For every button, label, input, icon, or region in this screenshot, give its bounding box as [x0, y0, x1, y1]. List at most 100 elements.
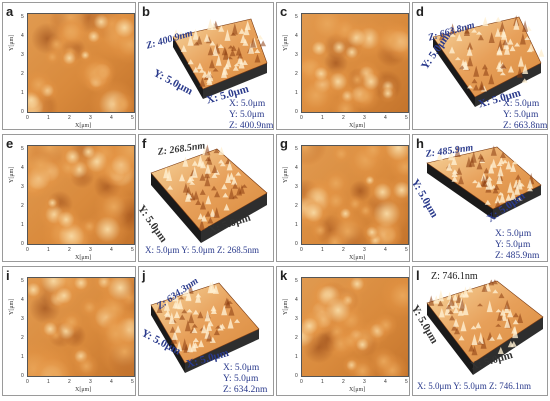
surface-peak [512, 312, 519, 318]
surface-peak [507, 340, 514, 348]
info-z: Z: 634.2nm [223, 385, 268, 395]
surface-peak [228, 172, 235, 180]
x-tick-label: 0 [26, 115, 29, 121]
afm-3d-surface [432, 15, 545, 107]
y-tick-label: 3 [21, 316, 24, 322]
surface-peak [437, 290, 444, 302]
surface-peak [190, 340, 197, 352]
surface-peak [505, 160, 512, 170]
info-x: X: 5.0μm [223, 363, 260, 373]
panel-label: f [142, 136, 147, 151]
surface-peak [203, 33, 210, 42]
surface-peak [206, 332, 213, 342]
surface-peak [496, 173, 503, 184]
surface-peak [475, 181, 482, 188]
surface-peak [445, 303, 452, 310]
surface-peak [481, 64, 488, 70]
surface-peak [218, 146, 225, 155]
surface-peak [234, 318, 241, 323]
surface-peak [230, 45, 237, 51]
surface-peak [490, 158, 497, 168]
scan-info: X: 5.0μm Y: 5.0μm Z: 746.1nm [417, 381, 531, 391]
surface-side-wall [427, 163, 493, 219]
surface-side-wall [493, 185, 541, 219]
surface-peak [213, 207, 220, 218]
surface-peak [488, 73, 495, 85]
surface-peak [495, 323, 502, 327]
surface-peak [494, 200, 501, 208]
surface-peak [221, 46, 228, 56]
scan-info: X: 5.0μm Y: 5.0μm Z: 485.9nm [495, 229, 539, 261]
surface-peak [209, 281, 216, 293]
surface-peak [462, 303, 469, 316]
x-tick-label: 0 [26, 247, 29, 253]
x-tick-label: 0 [26, 379, 29, 385]
surface-peak [464, 28, 470, 34]
surface-peak [217, 44, 224, 48]
surface-peak [453, 318, 459, 327]
surface-peak [182, 156, 189, 167]
surface-peak [171, 330, 178, 340]
y-tick-label: 1 [295, 222, 298, 228]
surface-peak [164, 309, 171, 318]
surface-peak [448, 148, 455, 161]
surface-peak [519, 33, 526, 45]
surface-peak [467, 84, 473, 89]
surface-peak [179, 314, 186, 320]
y-tick-label: 2 [295, 203, 298, 209]
x-tick-label: 3 [89, 247, 92, 253]
surface-peak [178, 296, 185, 300]
x-tick-label: 5 [131, 247, 134, 253]
surface-peak [490, 145, 497, 156]
x-tick-label: 0 [300, 379, 303, 385]
surface-peak [219, 323, 226, 329]
surface-peak [205, 210, 212, 217]
x-tick-label: 3 [363, 115, 366, 121]
x-tick-label: 3 [363, 379, 366, 385]
surface-peak [428, 295, 435, 306]
surface-peak [461, 26, 468, 31]
scan-info: X: 5.0μm Y: 5.0μm Z: 400.9nm [229, 99, 273, 129]
surface-peak [205, 70, 212, 78]
y-axis-label: Y[μm] [283, 298, 289, 315]
surface-peak [211, 172, 218, 178]
surface-peak [471, 334, 478, 345]
surface-peak [204, 170, 210, 179]
surface-side-wall [151, 305, 185, 373]
y-tick-label: 2 [295, 71, 298, 77]
surface-peak [200, 200, 206, 210]
x-tick-label: 4 [110, 115, 113, 121]
surface-peak [204, 163, 211, 174]
x-tick-label: 3 [89, 379, 92, 385]
surface-peak [528, 43, 535, 52]
surface-peak [232, 65, 239, 71]
surface-peak [195, 293, 202, 298]
surface-peak [232, 194, 239, 199]
y-tick-label: 4 [295, 33, 298, 39]
surface-peak [166, 169, 173, 181]
surface-peak [500, 151, 506, 158]
surface-peak [215, 325, 222, 329]
surface-peak [211, 164, 218, 173]
surface-peak [224, 29, 231, 41]
surface-peak [455, 293, 462, 303]
surface-peak [499, 71, 506, 76]
y-tick-label: 4 [21, 297, 24, 303]
x-axis-label: X[μm] [75, 255, 92, 261]
surface-peak [235, 171, 242, 176]
surface-peak [467, 286, 474, 293]
surface-peak [479, 155, 485, 162]
x-axis-label: X[μm] [349, 387, 366, 393]
surface-peak [204, 310, 211, 322]
surface-peak [227, 45, 234, 49]
surface-side-wall [173, 37, 203, 99]
surface-peak [470, 325, 477, 330]
surface-peak [209, 40, 216, 46]
surface-peak [456, 167, 463, 175]
afm-height-map [301, 13, 409, 113]
surface-peak [499, 308, 506, 316]
x-tick-label: 1 [321, 115, 324, 121]
